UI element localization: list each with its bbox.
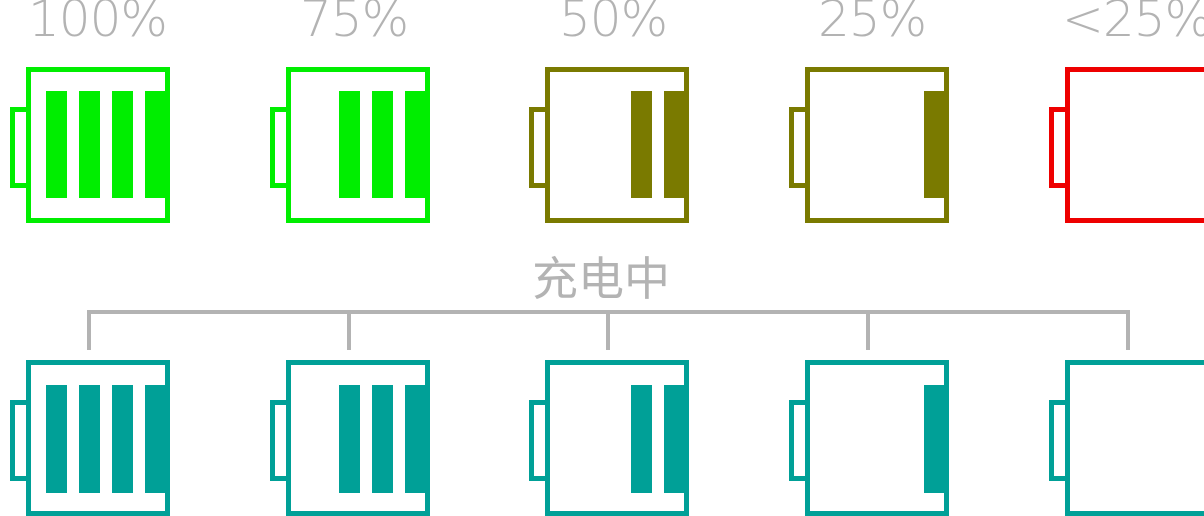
level-label-75: 75% <box>300 0 409 48</box>
battery-level-1-terminal <box>10 107 31 188</box>
charging-battery-3-bar-1 <box>631 385 652 493</box>
battery-level-2-bar-1 <box>339 91 360 198</box>
level-label-100: 100% <box>28 0 168 48</box>
battery-level-1-bar-3 <box>112 91 133 198</box>
charging-battery-3-terminal <box>529 400 550 481</box>
battery-level-2-terminal <box>270 107 291 188</box>
charging-battery-4-bar-1 <box>924 385 945 493</box>
battery-level-2-bar-3 <box>405 91 426 198</box>
battery-level-4-terminal <box>789 107 810 188</box>
charging-battery-1-bar-3 <box>112 385 133 493</box>
battery-level-3-bar-1 <box>631 91 652 198</box>
battery-level-1-bar-1 <box>46 91 67 198</box>
charging-battery-2-terminal <box>270 400 291 481</box>
charging-battery-1-bar-2 <box>79 385 100 493</box>
charging-battery-4-terminal <box>789 400 810 481</box>
battery-level-2-bar-2 <box>372 91 393 198</box>
battery-level-1-bar-2 <box>79 91 100 198</box>
battery-level-1-bar-4 <box>145 91 166 198</box>
charging-battery-2-bar-2 <box>372 385 393 493</box>
charging-battery-1-bar-4 <box>145 385 166 493</box>
charging-battery-5-terminal <box>1049 400 1070 481</box>
charging-battery-1-bar-1 <box>46 385 67 493</box>
charging-battery-5-body <box>1065 360 1204 516</box>
charging-battery-3-bar-2 <box>664 385 685 493</box>
battery-level-5-body <box>1065 67 1204 223</box>
battery-level-5-terminal <box>1049 107 1070 188</box>
charging-battery-2-bar-1 <box>339 385 360 493</box>
level-label-25: 25% <box>818 0 927 48</box>
charging-battery-2-bar-3 <box>405 385 426 493</box>
battery-level-3-bar-2 <box>664 91 685 198</box>
battery-level-4-bar-1 <box>924 91 945 198</box>
battery-level-3-terminal <box>529 107 550 188</box>
level-label-under-25: <25% <box>1062 0 1204 48</box>
charging-label: 充电中 <box>532 252 670 306</box>
charging-battery-1-terminal <box>10 400 31 481</box>
level-label-50: 50% <box>559 0 668 48</box>
